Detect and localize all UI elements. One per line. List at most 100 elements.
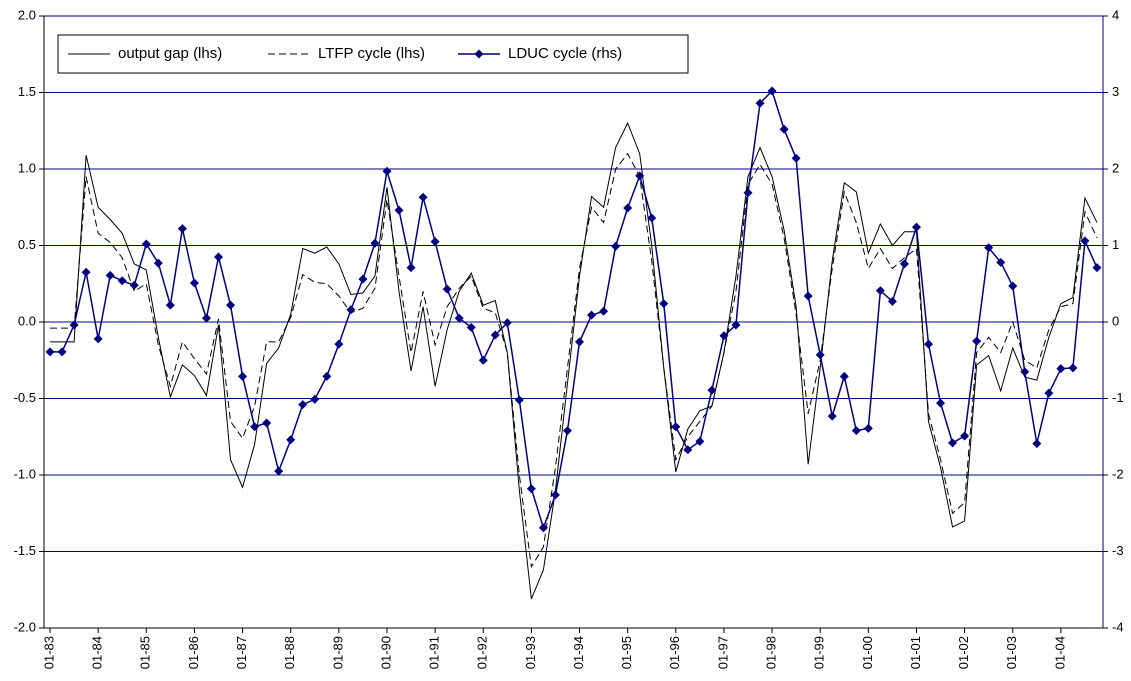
data-point <box>562 426 572 436</box>
data-point <box>394 205 404 215</box>
data-point <box>117 276 127 286</box>
data-point <box>165 300 175 310</box>
x-tick-label: 01-96 <box>667 636 682 669</box>
data-point <box>105 270 115 280</box>
data-point <box>791 153 801 163</box>
data-point <box>274 466 284 476</box>
x-tick-label: 01-97 <box>715 636 730 669</box>
data-point <box>334 339 344 349</box>
data-point <box>81 267 91 277</box>
legend-label: output gap (lhs) <box>118 45 222 62</box>
x-tick-label: 01-90 <box>378 636 393 669</box>
data-point <box>141 239 151 249</box>
y2-tick-label: -4 <box>1112 619 1124 634</box>
x-tick-label: 01-88 <box>282 636 297 669</box>
data-point <box>851 426 861 436</box>
y-tick-label: -1.5 <box>14 543 36 558</box>
x-tick-label: 01-94 <box>571 636 586 669</box>
data-point <box>370 238 380 248</box>
data-point <box>310 394 320 404</box>
data-point <box>238 371 248 381</box>
y2-tick-label: -2 <box>1112 466 1124 481</box>
data-point <box>611 241 621 251</box>
x-tick-label: 01-87 <box>234 636 249 669</box>
data-point <box>1068 363 1078 373</box>
data-point <box>743 188 753 198</box>
data-point <box>69 320 79 330</box>
x-tick-label: 01-85 <box>138 636 153 669</box>
x-tick-label: 01-03 <box>1004 636 1019 669</box>
x-tick-label: 01-89 <box>330 636 345 669</box>
x-tick-label: 01-04 <box>1052 636 1067 669</box>
x-tick-label: 01-93 <box>523 636 538 669</box>
data-point <box>502 318 512 328</box>
y2-tick-label: 0 <box>1112 313 1119 328</box>
x-tick-label: 01-98 <box>764 636 779 669</box>
data-point <box>984 243 994 253</box>
data-point <box>45 347 55 357</box>
data-point <box>647 213 657 223</box>
data-point <box>1092 263 1102 273</box>
data-point <box>875 286 885 296</box>
data-point <box>153 258 163 268</box>
data-point <box>526 484 536 494</box>
data-point <box>406 263 416 273</box>
legend-label: LTFP cycle (lhs) <box>318 45 425 62</box>
data-point <box>1056 364 1066 374</box>
x-tick-label: 01-83 <box>41 636 56 669</box>
series-line <box>50 121 1098 600</box>
data-point <box>550 490 560 500</box>
data-point <box>514 395 524 405</box>
data-point <box>226 300 236 310</box>
x-tick-label: 01-91 <box>427 636 442 669</box>
y2-tick-label: 1 <box>1112 237 1119 252</box>
data-point <box>936 398 946 408</box>
data-point <box>93 334 103 344</box>
x-tick-label: 01-95 <box>619 636 634 669</box>
data-point <box>599 306 609 316</box>
y-tick-label: -0.5 <box>14 390 36 405</box>
x-tick-label: 01-99 <box>812 636 827 669</box>
data-point <box>1044 388 1054 398</box>
x-tick-label: 01-86 <box>186 636 201 669</box>
y2-tick-label: 2 <box>1112 160 1119 175</box>
data-point <box>587 310 597 320</box>
data-point <box>755 98 765 108</box>
data-point <box>430 237 440 247</box>
data-point <box>250 422 260 432</box>
data-point <box>538 523 548 533</box>
data-point <box>707 385 717 395</box>
data-point <box>719 331 729 341</box>
series-line <box>50 89 1098 531</box>
y2-tick-label: 4 <box>1112 7 1119 22</box>
data-point <box>322 371 332 381</box>
data-point <box>779 124 789 134</box>
data-point <box>346 305 356 315</box>
data-point <box>948 438 958 448</box>
data-point <box>1080 236 1090 246</box>
data-point <box>382 166 392 176</box>
legend-marker <box>474 49 484 59</box>
x-tick-label: 01-92 <box>475 636 490 669</box>
y-tick-label: -2.0 <box>14 619 36 634</box>
legend-box <box>57 34 689 74</box>
x-tick-label: 01-84 <box>90 636 105 669</box>
data-point <box>1020 367 1030 377</box>
data-point <box>129 280 139 290</box>
series-line <box>50 152 1098 569</box>
data-point <box>298 400 308 410</box>
y-tick-label: 2.0 <box>18 7 36 22</box>
data-point <box>635 171 645 181</box>
data-point <box>731 320 741 330</box>
data-point <box>863 423 873 433</box>
data-point <box>659 299 669 309</box>
x-tick-label: 01-00 <box>860 636 875 669</box>
data-point <box>213 252 223 262</box>
legend-label: LDUC cycle (rhs) <box>508 45 622 62</box>
y-tick-label: 0.0 <box>18 313 36 328</box>
data-point <box>839 371 849 381</box>
y2-tick-label: -1 <box>1112 390 1124 405</box>
data-point <box>1008 281 1018 291</box>
data-point <box>57 347 67 357</box>
data-point <box>827 411 837 421</box>
